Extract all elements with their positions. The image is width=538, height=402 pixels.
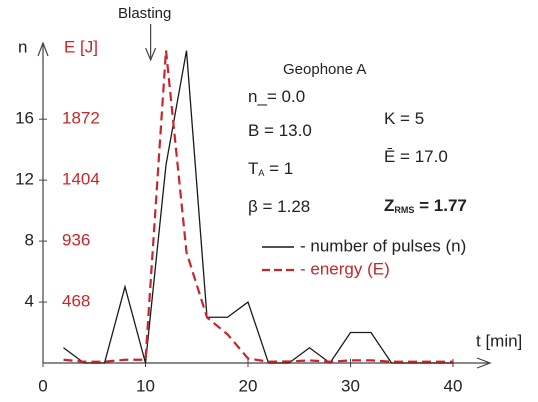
parameter: ZRMS = 1.77 <box>384 196 467 215</box>
parameter-text: Ē = 17.0 <box>384 147 448 166</box>
parameter: K = 5 <box>384 109 424 128</box>
x-tick-label: 20 <box>239 376 258 395</box>
x-tick-label: 40 <box>444 376 463 395</box>
x-tick-label: 30 <box>341 376 360 395</box>
parameter: Ē = 17.0 <box>384 147 448 166</box>
y2-tick-label: 1404 <box>62 170 100 189</box>
parameter-sub: A <box>258 168 264 178</box>
parameter: β = 1.28 <box>248 197 310 216</box>
y2-axis-label: E [J] <box>64 37 98 56</box>
series-line <box>63 50 453 364</box>
y-tick-label: 4 <box>25 292 34 311</box>
parameter-text: β = 1.28 <box>248 197 310 216</box>
parameter-text: Z <box>384 196 394 215</box>
parameter-text: T <box>248 159 258 178</box>
y-tick-label: 8 <box>25 231 34 250</box>
parameter-text: K = 5 <box>384 109 424 128</box>
parameter: B = 13.0 <box>248 121 312 140</box>
event-arrowhead <box>145 47 157 62</box>
y2-tick-label: 1872 <box>62 109 100 128</box>
x-axis-label: t [min] <box>476 331 522 350</box>
parameter-text: B = 13.0 <box>248 121 312 140</box>
series-line <box>63 50 453 363</box>
y-tick-label: 12 <box>15 170 34 189</box>
x-tick-label: 10 <box>136 376 155 395</box>
parameter-sub: RMS <box>394 205 414 215</box>
y2-tick-label: 936 <box>62 231 90 250</box>
event-label: Blasting <box>118 5 171 22</box>
y-axis-label: n <box>18 37 27 56</box>
parameter: TA = 1 <box>248 159 293 178</box>
parameter-suffix: = 1 <box>264 159 293 178</box>
x-tick-label: 0 <box>38 376 47 395</box>
parameter: n_= 0.0 <box>248 87 305 106</box>
y2-tick-label: 468 <box>62 292 90 311</box>
parameter-suffix: = 1.77 <box>414 196 466 215</box>
legend-label: - number of pulses (n) <box>300 236 466 255</box>
y-tick-label: 16 <box>15 109 34 128</box>
annotation-title: Geophone A <box>283 61 366 78</box>
parameter-text: n_= 0.0 <box>248 87 305 106</box>
legend-label: - energy (E) <box>300 259 390 278</box>
